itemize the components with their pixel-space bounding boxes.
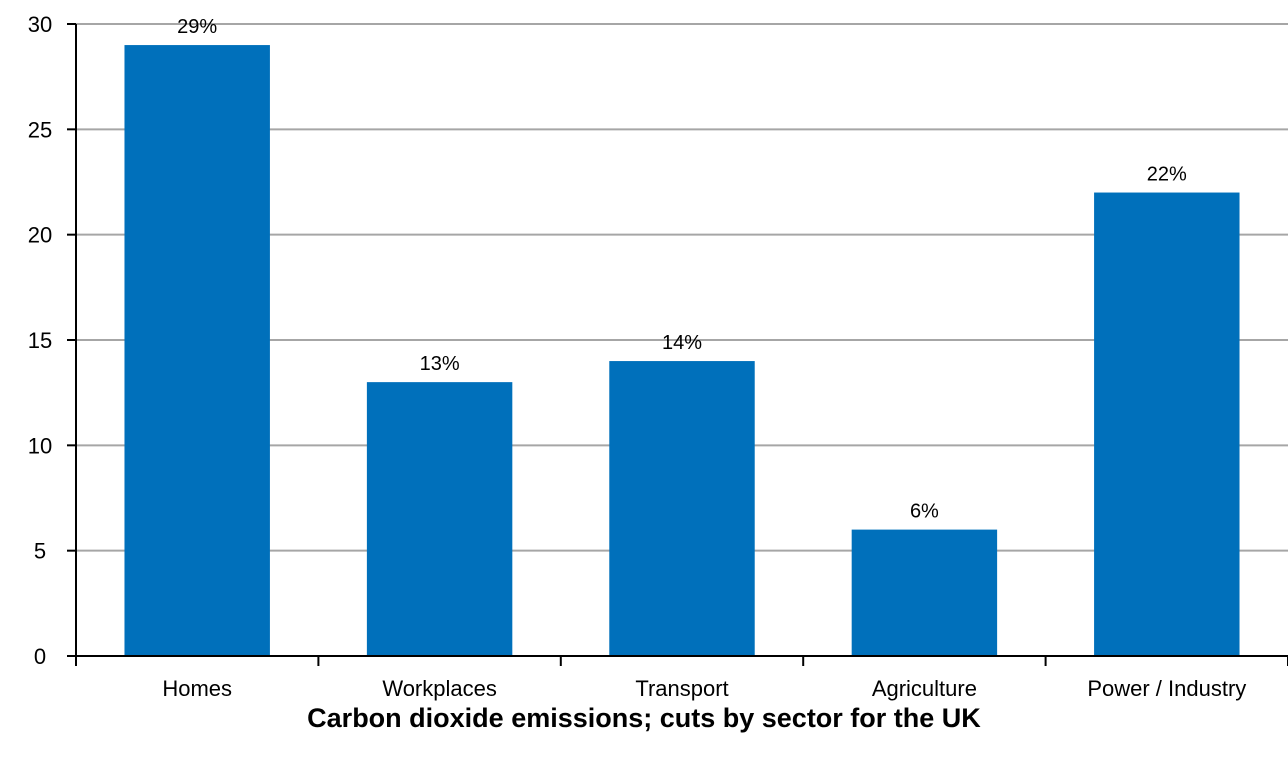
bars [124, 45, 1240, 657]
x-tick-label: Power / Industry [1087, 676, 1246, 701]
bar-agriculture [851, 529, 998, 656]
gridlines [76, 23, 1288, 552]
data-label: 14% [662, 332, 702, 354]
labels: 0 5 10 15 20 25 30 29% Homes 13% Workplaces 14% Tran… [28, 12, 1247, 701]
y-tick-label: 0 [34, 644, 46, 669]
bar-power-industry [1094, 192, 1240, 657]
data-label: 6% [910, 501, 939, 523]
y-tick-label: 10 [28, 433, 52, 458]
data-label: 29% [177, 16, 217, 38]
x-tick-label: Workplaces [382, 676, 497, 701]
y-tick-label: 25 [28, 117, 52, 142]
x-tick-label: Homes [162, 676, 232, 701]
x-tick-label: Agriculture [872, 676, 977, 701]
x-tick-label: Transport [635, 676, 728, 701]
y-tick-label: 5 [34, 539, 46, 564]
y-tick-label: 20 [28, 223, 52, 248]
y-tick-label: 30 [28, 12, 52, 37]
bar-workplaces [366, 382, 513, 656]
data-label: 22% [1147, 164, 1187, 186]
axes [67, 23, 1288, 666]
data-label: 13% [420, 353, 460, 375]
bar-transport [609, 361, 755, 656]
y-tick-label: 15 [28, 328, 52, 353]
chart-title: Carbon dioxide emissions; cuts by sector… [307, 703, 981, 733]
bar-homes [124, 45, 270, 657]
